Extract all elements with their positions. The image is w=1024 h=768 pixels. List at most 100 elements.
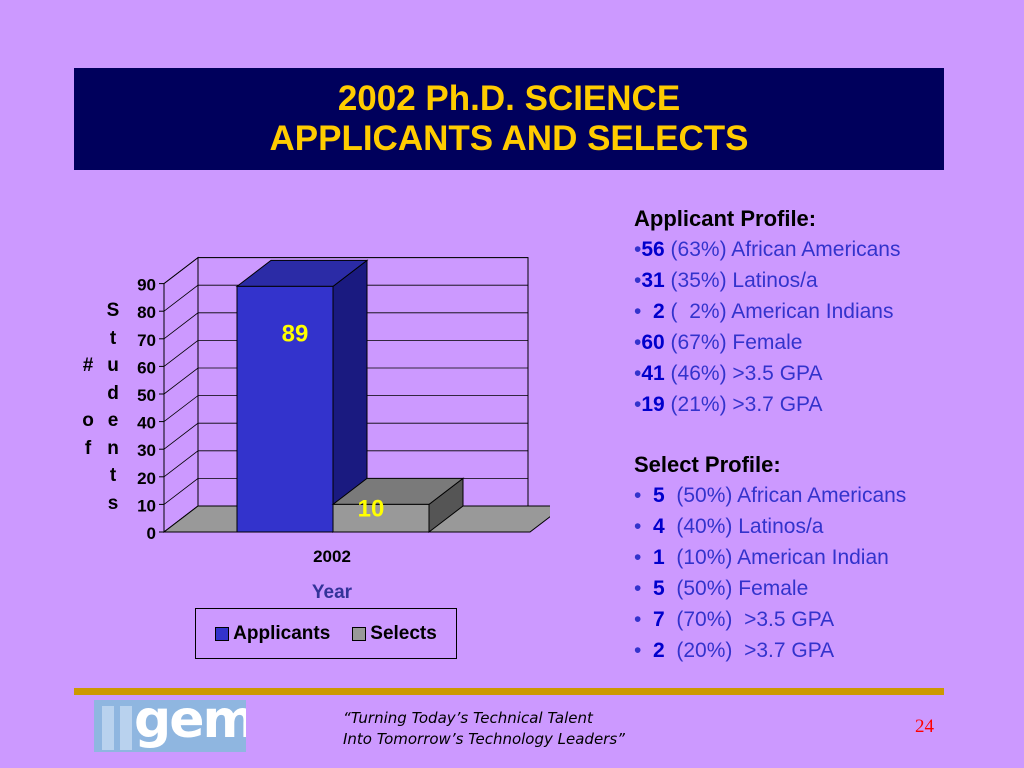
- profile-item: •56 (63%) African Americans: [634, 234, 1014, 265]
- slide-title: 2002 Ph.D. SCIENCE APPLICANTS AND SELECT…: [74, 68, 944, 170]
- gridline: [163, 367, 528, 395]
- y-tick-label: 40: [137, 414, 156, 433]
- bullet: •: [634, 300, 654, 323]
- profile-panel: Applicant Profile: •56 (63%) African Ame…: [634, 203, 1014, 666]
- select-profile-heading: Select Profile:: [634, 452, 781, 477]
- legend-label-applicants: Applicants: [233, 622, 331, 644]
- slogan-line-2: Into Tomorrow’s Technology Leaders”: [343, 730, 625, 748]
- profile-item: • 2 (20%) >3.7 GPA: [634, 635, 1014, 666]
- profile-item: •31 (35%) Latinos/a: [634, 265, 1014, 296]
- bullet: •: [634, 577, 654, 600]
- y-tick-label: 20: [137, 469, 156, 488]
- gridline: [163, 422, 528, 450]
- legend-swatch-selects: [352, 626, 367, 641]
- y-axis-label-col-1: # o f: [78, 352, 98, 462]
- slogan-line-1: “Turning Today’s Technical Talent: [343, 709, 593, 727]
- profile-detail: (10%) American Indian: [664, 546, 889, 569]
- profile-item: • 5 (50%) African Americans: [634, 480, 1014, 511]
- profile-item: •19 (21%) >3.7 GPA: [634, 389, 1014, 420]
- profile-count: 60: [641, 331, 665, 354]
- gridline: [163, 340, 528, 367]
- profile-count: 19: [641, 393, 665, 416]
- legend-label-selects: Selects: [370, 622, 437, 644]
- y-tick-label: 50: [137, 386, 156, 405]
- profile-detail: (46%) >3.5 GPA: [664, 362, 823, 385]
- gridline: [163, 450, 528, 478]
- y-tick-label: 70: [137, 331, 156, 350]
- y-axis-label-char: #: [82, 355, 94, 376]
- bullet: •: [634, 608, 654, 631]
- applicant-profile-list: •56 (63%) African Americans •31 (35%) Lat…: [634, 234, 1014, 420]
- page-number: 24: [915, 716, 934, 737]
- logo-text: gem: [134, 700, 246, 750]
- title-line-2: APPLICANTS AND SELECTS: [269, 119, 749, 158]
- profile-count: 2: [653, 300, 665, 323]
- bullet: •: [634, 393, 642, 416]
- chart-legend: Applicants Selects: [195, 608, 457, 659]
- y-axis-label-char: e: [107, 410, 119, 431]
- y-axis-label-char: n: [107, 437, 119, 459]
- footer-divider: [74, 688, 944, 695]
- profile-count: 5: [653, 484, 665, 507]
- bullet: •: [634, 331, 642, 354]
- y-axis-label-char: S: [106, 300, 120, 321]
- profile-item: •60 (67%) Female: [634, 327, 1014, 358]
- profile-item: • 5 (50%) Female: [634, 573, 1014, 604]
- data-label: 89: [282, 320, 309, 347]
- bullet: •: [634, 484, 654, 507]
- y-axis-label-char: d: [107, 382, 119, 404]
- profile-count: 5: [653, 577, 665, 600]
- profile-item: •41 (46%) >3.5 GPA: [634, 358, 1014, 389]
- bullet: •: [634, 238, 642, 261]
- gridline: [163, 257, 528, 284]
- bar-selects: [332, 503, 430, 533]
- y-tick-label: 60: [137, 358, 156, 377]
- bullet: •: [634, 546, 654, 569]
- bullet: •: [634, 362, 642, 385]
- profile-detail: (35%) Latinos/a: [664, 269, 818, 292]
- profile-detail: (50%) Female: [664, 577, 809, 600]
- profile-item: • 1 (10%) American Indian: [634, 542, 1014, 573]
- legend-item-applicants: Applicants: [215, 623, 330, 645]
- y-axis-label-char: u: [107, 355, 119, 376]
- chart-side-wall: [163, 256, 199, 534]
- y-tick-label: 30: [137, 441, 156, 460]
- y-tick-label: 10: [137, 496, 156, 515]
- profile-item: • 4 (40%) Latinos/a: [634, 511, 1014, 542]
- x-axis-title: Year: [311, 582, 353, 603]
- y-axis-label-char: t: [109, 327, 117, 349]
- gem-logo: gem: [94, 700, 246, 752]
- gridline: [163, 395, 528, 422]
- profile-detail: (40%) Latinos/a: [664, 515, 824, 538]
- bar-chart: 0 10 20 30 40 50 60 70 80 90 89 10 2002: [137, 256, 550, 566]
- legend-item-selects: Selects: [352, 623, 437, 645]
- slogan: “Turning Today’s Technical Talent Into T…: [343, 708, 625, 750]
- bullet: •: [634, 639, 654, 662]
- profile-count: 31: [641, 269, 665, 292]
- profile-detail: (63%) African Americans: [664, 238, 901, 261]
- profile-detail: (20%) >3.7 GPA: [664, 639, 835, 662]
- applicant-profile-heading: Applicant Profile:: [634, 206, 817, 231]
- profile-count: 2: [653, 639, 665, 662]
- profile-detail: (50%) African Americans: [664, 484, 907, 507]
- select-profile-list: • 5 (50%) African Americans • 4 (40%) Lat…: [634, 480, 1014, 666]
- legend-swatch-applicants: [215, 626, 230, 641]
- profile-detail: (21%) >3.7 GPA: [664, 393, 823, 416]
- profile-count: 4: [653, 515, 665, 538]
- y-tick-label: 0: [147, 524, 156, 543]
- profile-item: • 7 (70%) >3.5 GPA: [634, 604, 1014, 635]
- profile-detail: ( 2%) American Indians: [664, 300, 894, 323]
- title-line-1: 2002 Ph.D. SCIENCE: [337, 79, 681, 118]
- profile-count: 1: [653, 546, 665, 569]
- y-tick-label: 80: [137, 303, 156, 322]
- gridline: [163, 312, 528, 340]
- y-tick-label: 90: [137, 276, 156, 295]
- y-axis-label-char: f: [84, 437, 92, 459]
- profile-count: 7: [653, 608, 665, 631]
- y-axis-label-col-2: S t u d e n t s: [103, 297, 123, 517]
- y-axis-label-char: s: [107, 492, 119, 514]
- profile-detail: (70%) >3.5 GPA: [664, 608, 835, 631]
- bullet: •: [634, 515, 654, 538]
- bullet: •: [634, 269, 642, 292]
- gridline: [163, 284, 528, 312]
